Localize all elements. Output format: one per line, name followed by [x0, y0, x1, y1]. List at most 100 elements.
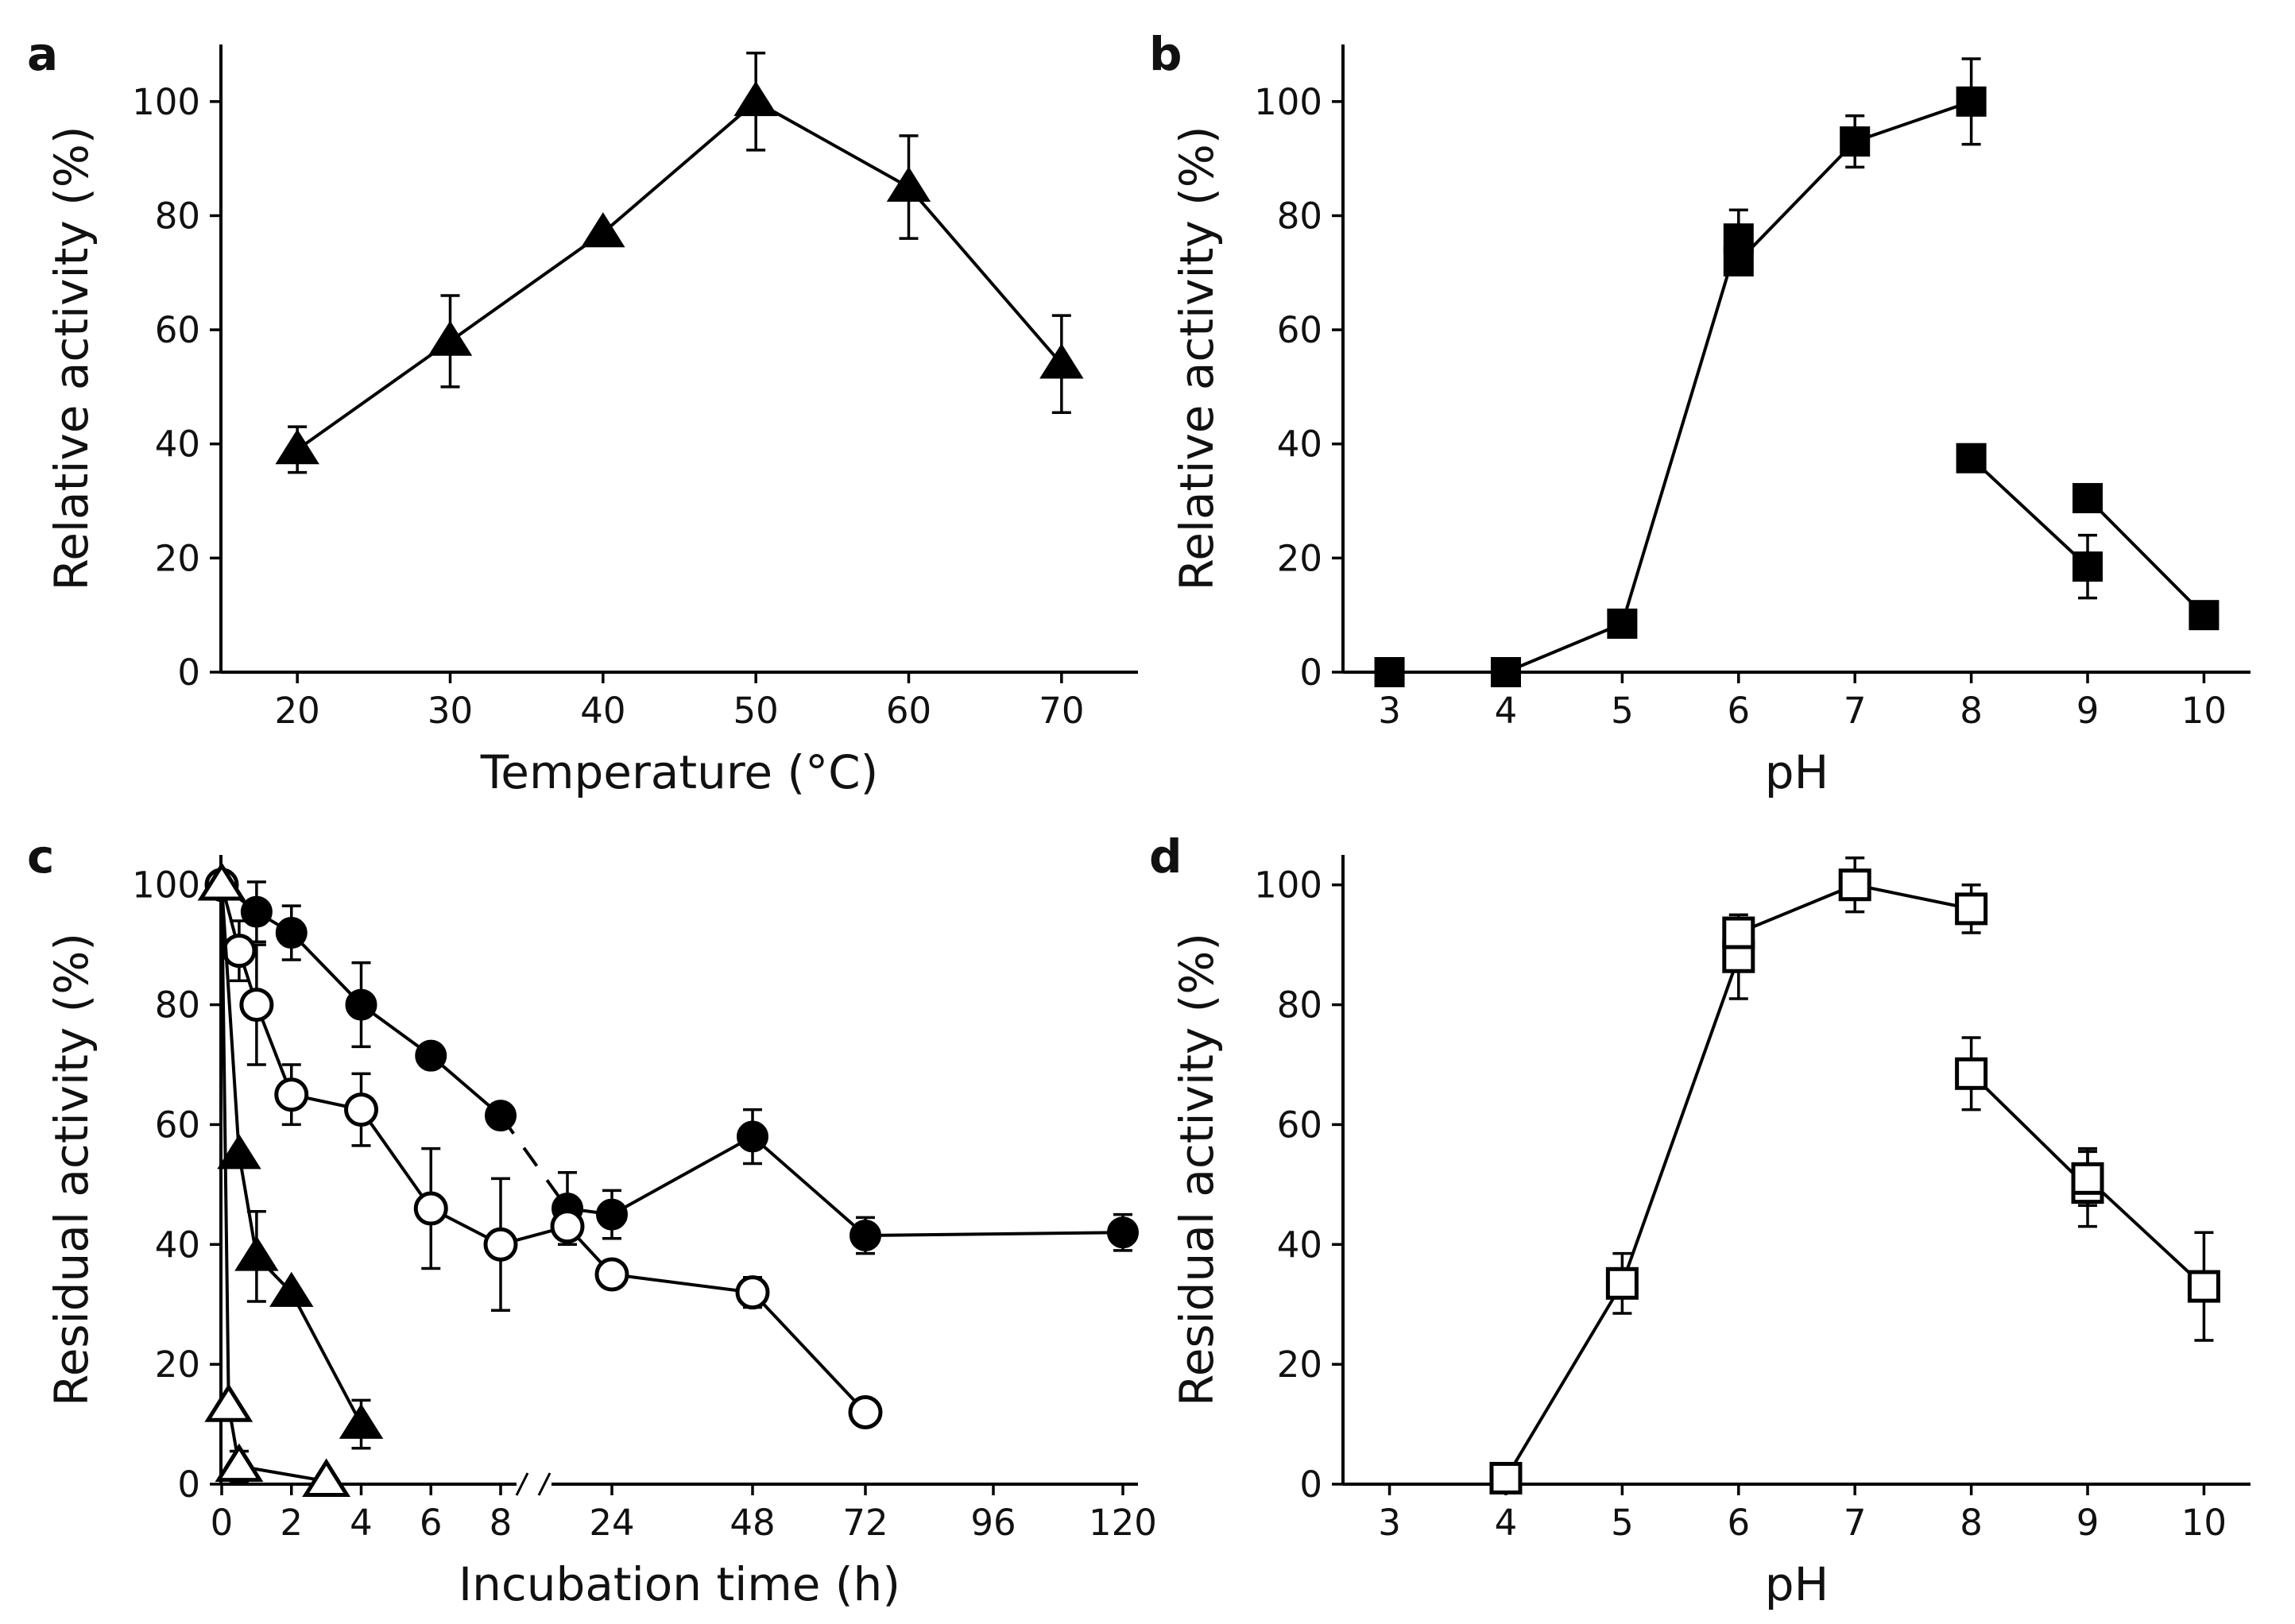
x-tick-label: 4 — [1495, 1502, 1518, 1544]
data-point — [217, 1134, 261, 1170]
data-point — [581, 212, 625, 248]
y-tick-label: 20 — [155, 537, 200, 579]
data-point — [339, 1403, 384, 1439]
y-tick-label: 80 — [1277, 195, 1322, 237]
series-line — [296, 99, 1063, 451]
data-point — [234, 1235, 279, 1271]
panel-d: d 0 20 40 60 80 100 3 4 5 6 7 8 9 10 pH Residual activit… — [1149, 829, 2250, 1611]
x-tick-label: 3 — [1378, 1502, 1401, 1544]
data-point — [415, 1039, 447, 1072]
x-tick-label: 7 — [1844, 1502, 1867, 1544]
series-square-filled — [1956, 443, 2103, 600]
series-line — [567, 1135, 1124, 1237]
x-tick-label: 10 — [2181, 1502, 2227, 1544]
series-square-open — [1489, 856, 1988, 1494]
y-axis-label: Residual activity (%) — [1170, 933, 1224, 1406]
y-tick-label: 60 — [1277, 309, 1322, 351]
panel-label: a — [27, 27, 58, 81]
axis-break-mark — [515, 1472, 529, 1496]
y-tick-label: 100 — [132, 81, 200, 123]
data-point — [428, 320, 473, 356]
y-tick-label: 100 — [1254, 864, 1322, 907]
x-tick-label: 6 — [1727, 690, 1750, 732]
y-tick-label: 40 — [1277, 1224, 1322, 1266]
data-point — [594, 1257, 629, 1292]
y-tick-label: 60 — [1277, 1104, 1322, 1146]
series-square-open — [1955, 1036, 2220, 1342]
data-point — [345, 988, 377, 1021]
y-tick-label: 0 — [1299, 652, 1322, 694]
x-tick-label: 50 — [733, 690, 779, 732]
data-point — [1605, 1266, 1639, 1300]
x-tick-label: 5 — [1611, 690, 1634, 732]
series-square-filled — [2072, 482, 2220, 631]
data-point — [1723, 246, 1754, 276]
data-point — [239, 988, 274, 1023]
y-tick-label: 20 — [1277, 1344, 1322, 1386]
y-tick-label: 80 — [155, 984, 200, 1027]
data-point — [2187, 1270, 2220, 1303]
x-tick-label: 48 — [730, 1502, 775, 1544]
x-tick-label: 8 — [490, 1502, 513, 1544]
y-tick-label: 60 — [155, 309, 200, 351]
x-tick-label: 7 — [1844, 690, 1867, 732]
data-point — [2189, 600, 2220, 631]
x-tick-label: 2 — [280, 1502, 303, 1544]
data-point — [215, 1443, 264, 1483]
data-point — [1956, 86, 1987, 117]
y-tick-label: 40 — [1277, 423, 1322, 466]
data-point — [848, 1394, 883, 1429]
data-point — [275, 429, 319, 465]
y-tick-label: 0 — [1299, 1464, 1322, 1506]
data-point — [1607, 608, 1638, 639]
y-tick-label: 0 — [177, 1464, 200, 1506]
series-square-filled — [1374, 57, 1987, 687]
x-tick-label: 60 — [886, 690, 931, 732]
data-point — [849, 1219, 881, 1251]
data-point — [1838, 868, 1871, 902]
panel-a: a 0 20 40 60 80 100 20 30 40 50 60 70 Temperature (°C… — [27, 27, 1138, 799]
series-line — [1970, 457, 2089, 568]
data-point — [222, 934, 257, 969]
y-tick-label: 40 — [155, 423, 200, 466]
data-point — [737, 1120, 768, 1153]
series-triangle-filled — [275, 52, 1084, 474]
data-point — [886, 166, 931, 202]
data-point — [483, 1227, 518, 1262]
x-tick-label: 72 — [842, 1502, 888, 1544]
x-tick-label: 4 — [350, 1502, 373, 1544]
data-point — [302, 1458, 351, 1498]
data-point — [204, 1383, 253, 1422]
y-tick-label: 0 — [177, 652, 200, 694]
series-line-break — [499, 1114, 569, 1210]
data-point — [550, 1209, 585, 1244]
panel-label: b — [1149, 27, 1182, 81]
axis-break-mark — [537, 1472, 551, 1496]
data-point — [735, 1275, 770, 1310]
series-triangle-open — [197, 862, 351, 1498]
x-tick-label: 8 — [1960, 1502, 1983, 1544]
data-point — [274, 1077, 309, 1112]
y-axis-label: Residual activity (%) — [45, 933, 99, 1406]
data-point — [269, 1271, 314, 1307]
data-point — [1489, 1461, 1523, 1494]
x-tick-label: 70 — [1039, 690, 1084, 732]
y-tick-label: 80 — [155, 195, 200, 237]
x-tick-label: 9 — [2076, 690, 2100, 732]
data-point — [344, 1092, 378, 1127]
data-point — [2071, 1162, 2104, 1195]
data-point — [240, 895, 273, 928]
x-tick-label: 30 — [428, 690, 473, 732]
x-axis-label: Temperature (°C) — [480, 745, 879, 799]
y-tick-label: 20 — [1277, 537, 1322, 579]
y-axis-label: Relative activity (%) — [1170, 126, 1224, 591]
x-tick-label: 96 — [970, 1502, 1016, 1544]
y-axis-label: Relative activity (%) — [45, 126, 99, 591]
data-point — [733, 80, 778, 117]
x-tick-label: 9 — [2076, 1502, 2100, 1544]
y-tick-label: 80 — [1277, 984, 1322, 1027]
data-point — [485, 1100, 517, 1132]
series-line — [1389, 99, 1972, 674]
y-tick-label: 100 — [1254, 81, 1322, 123]
